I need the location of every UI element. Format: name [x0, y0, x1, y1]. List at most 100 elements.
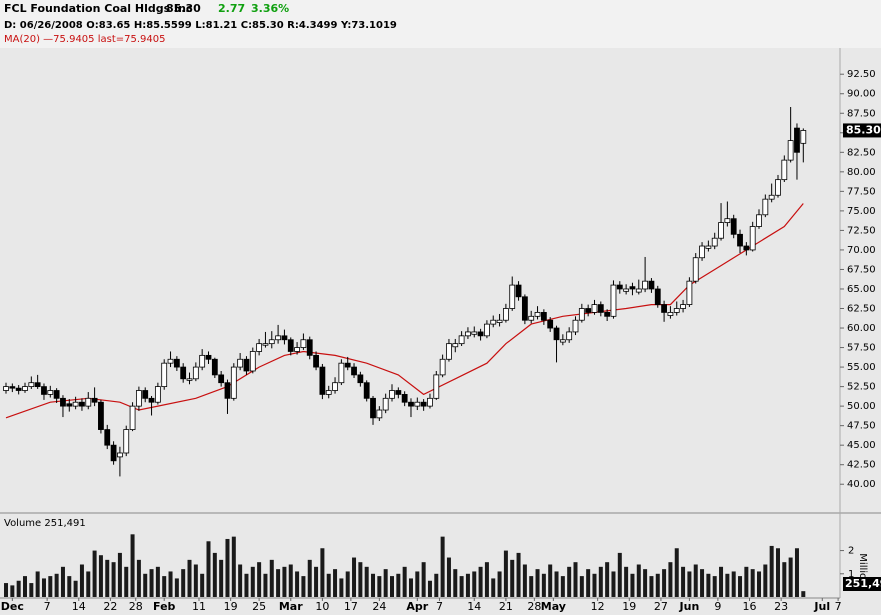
candle-body	[787, 140, 794, 161]
candle-body	[610, 284, 617, 317]
last-price-box	[843, 123, 881, 138]
volume-bar	[693, 564, 698, 597]
candle-body	[572, 319, 579, 333]
volume-bar	[377, 576, 382, 597]
change: 2.77	[218, 2, 245, 15]
candle-body	[180, 366, 187, 380]
candle-body	[262, 343, 269, 346]
volume-bar	[307, 559, 312, 597]
change-pct: 3.36%	[251, 2, 289, 15]
volume-bar	[548, 564, 553, 597]
candle-body	[192, 366, 199, 380]
candle-body	[60, 397, 66, 407]
x-tick-label: 27	[654, 600, 668, 613]
candle-body	[414, 401, 421, 407]
candle-body	[249, 351, 256, 372]
x-tick-label: 23	[774, 600, 788, 613]
candle-body	[743, 245, 750, 251]
candle-body	[420, 401, 427, 407]
volume-bar	[535, 569, 540, 597]
volume-bar	[22, 576, 27, 597]
volume-bar	[681, 566, 686, 597]
candle-body	[654, 288, 661, 306]
candle-body	[446, 343, 452, 360]
candle-body	[148, 397, 155, 403]
volume-bar	[187, 559, 192, 597]
volume-bar	[674, 548, 679, 597]
volume-bar	[522, 564, 527, 597]
x-tick-label: 16	[743, 600, 757, 613]
volume-bar	[794, 548, 799, 597]
candle-body	[167, 358, 174, 364]
candle-body	[433, 374, 440, 399]
candle-body	[173, 358, 180, 368]
candle-body	[218, 374, 225, 384]
ohlc-line: D: 06/26/2008 O:83.65 H:85.5599 L:81.21 …	[4, 20, 397, 31]
candle-body	[794, 127, 800, 153]
x-tick-label: 12	[591, 600, 605, 613]
volume-bar	[333, 569, 338, 597]
volume-bar	[238, 564, 243, 597]
volume-bar	[655, 573, 660, 597]
volume-bar	[415, 571, 420, 597]
candle-body	[281, 335, 288, 341]
candle-body	[319, 366, 326, 395]
y-tick-label: 67.50	[847, 264, 876, 275]
candle-body	[199, 354, 206, 368]
candle-body	[515, 284, 522, 298]
volume-bar	[117, 552, 122, 597]
candle-body	[306, 339, 313, 356]
candle-body	[224, 382, 231, 399]
volume-bar	[276, 569, 281, 597]
candle-body	[268, 339, 275, 345]
candle-body	[477, 331, 484, 337]
header-bg	[0, 0, 881, 48]
volume-bar	[130, 534, 135, 597]
volume-bar	[4, 583, 9, 597]
candle-body	[256, 343, 263, 352]
x-tick-label: 14	[467, 600, 481, 613]
candle-body	[591, 304, 598, 313]
volume-bar	[314, 566, 319, 597]
volume-bar	[465, 573, 470, 597]
candle-body	[756, 214, 762, 227]
candle-body	[401, 394, 408, 403]
volume-bar	[579, 576, 584, 597]
x-tick-label: 22	[103, 600, 117, 613]
candle-body	[578, 308, 585, 321]
volume-bar	[573, 562, 578, 597]
candle-body	[275, 335, 282, 341]
y-tick-label: 52.50	[847, 382, 876, 393]
volume-bar	[231, 536, 236, 597]
volume-bar	[60, 566, 65, 597]
volume-bar	[446, 557, 451, 597]
volume-bar	[73, 580, 78, 597]
candle-body	[205, 354, 212, 360]
candle-body	[104, 429, 111, 446]
volume-bar	[269, 559, 274, 597]
x-tick-label: 7	[835, 600, 842, 613]
y-tick-label: 60.00	[847, 323, 876, 334]
x-tick-label: 24	[372, 600, 386, 613]
volume-bar	[10, 585, 15, 597]
volume-bar	[162, 576, 167, 597]
candle-body	[357, 374, 364, 384]
candle-body	[616, 284, 623, 290]
volume-bar	[263, 573, 268, 597]
volume-bar	[624, 566, 629, 597]
x-tick-label: 17	[344, 600, 358, 613]
candle-body	[737, 233, 743, 247]
y-tick-label: 62.50	[847, 304, 876, 315]
volume-bar	[712, 576, 717, 597]
candle-body	[300, 339, 307, 348]
volume-bar	[124, 566, 129, 597]
y-tick-label: 50.00	[847, 401, 876, 412]
candle-body	[72, 401, 79, 407]
volume-bar	[48, 576, 53, 597]
x-tick-label: 28	[129, 600, 143, 613]
volume-bar	[408, 578, 413, 597]
volume-bar	[687, 571, 692, 597]
volume-bar	[54, 573, 59, 597]
candle-body	[382, 397, 389, 411]
volume-bar	[541, 573, 546, 597]
